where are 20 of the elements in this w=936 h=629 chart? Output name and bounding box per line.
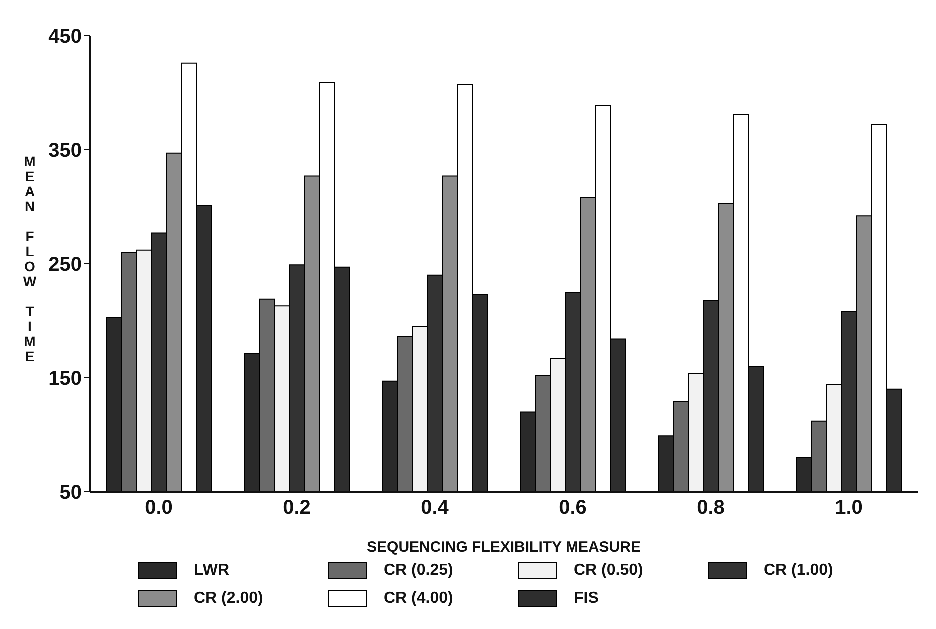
x-tick-label: 0.4 [421, 497, 450, 520]
x-tick-label: 0.8 [697, 497, 725, 520]
legend-label: CR (2.00) [194, 590, 264, 608]
y-tick-label: 150 [48, 368, 82, 390]
legend-label: CR (0.50) [574, 562, 644, 580]
x-axis-title: SEQUENCING FLEXIBILITY MEASURE [367, 539, 641, 556]
legend-label: CR (4.00) [384, 590, 454, 608]
y-tick-label: 450 [48, 26, 82, 48]
text: MEAN FLOW TIME [23, 154, 37, 364]
y-tick-label: 50 [60, 482, 82, 504]
legend-label: LWR [194, 562, 230, 580]
x-tick-label: 0.0 [145, 497, 173, 520]
x-tick-label: 0.6 [559, 497, 587, 520]
legend-label: CR (1.00) [764, 562, 834, 580]
y-tick-label: 350 [48, 140, 82, 162]
x-tick-label: 0.2 [283, 497, 311, 520]
y-tick-label: 250 [48, 254, 82, 276]
legend-label: FIS [574, 590, 599, 608]
legend-label: CR (0.25) [384, 562, 454, 580]
x-tick-label: 1.0 [835, 497, 863, 520]
